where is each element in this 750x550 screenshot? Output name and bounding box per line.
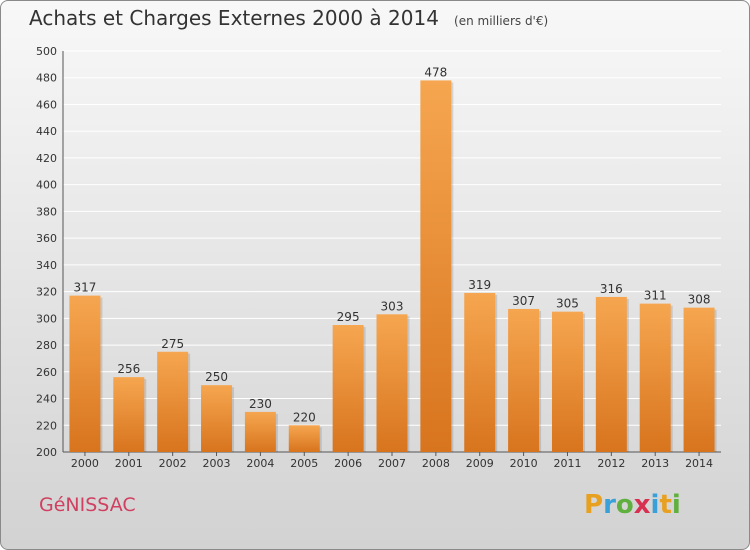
x-tick-label: 2014 (685, 457, 713, 470)
x-tick-label: 2002 (159, 457, 187, 470)
x-tick-label: 2006 (334, 457, 362, 470)
y-tick-label: 360 (36, 232, 57, 245)
x-tick-label: 2003 (203, 457, 231, 470)
y-tick-label: 500 (36, 45, 57, 58)
unit-text: (en milliers d'€) (454, 14, 549, 28)
x-tick-label: 2004 (246, 457, 274, 470)
bar-value-label: 478 (424, 65, 447, 79)
bar-2008 (420, 80, 452, 452)
logo-letter: o (615, 490, 634, 520)
title-text: Achats et Charges Externes 2000 à 2014 (29, 6, 439, 30)
y-tick-label: 400 (36, 179, 57, 192)
bar-value-label: 275 (161, 337, 184, 351)
logo-letter: t (659, 490, 672, 520)
bar-value-label: 295 (337, 310, 360, 324)
x-tick-label: 2005 (290, 457, 318, 470)
bar-value-label: 308 (688, 293, 711, 307)
logo-letter: x (633, 490, 651, 520)
bar-value-label: 256 (117, 362, 140, 376)
commune-name: GéNISSAC (39, 494, 136, 516)
x-tick-label: 2008 (422, 457, 450, 470)
y-tick-label: 460 (36, 98, 57, 111)
y-tick-label: 280 (36, 339, 57, 352)
y-tick-label: 240 (36, 393, 57, 406)
logo-letter: r (603, 490, 616, 520)
bar-2014 (683, 307, 715, 452)
chart-title: Achats et Charges Externes 2000 à 2014 (… (29, 6, 548, 30)
y-tick-label: 220 (36, 419, 57, 432)
bar-2000 (69, 295, 101, 452)
y-tick-label: 440 (36, 125, 57, 138)
bar-2006 (332, 325, 364, 452)
bar-2003 (201, 385, 233, 452)
x-tick-label: 2007 (378, 457, 406, 470)
bar-2004 (244, 411, 276, 452)
y-tick-label: 260 (36, 366, 57, 379)
y-tick-label: 480 (36, 72, 57, 85)
bar-value-label: 311 (644, 289, 667, 303)
bar-2009 (464, 292, 496, 452)
bar-2007 (376, 314, 408, 452)
x-tick-label: 2009 (466, 457, 494, 470)
y-tick-label: 420 (36, 152, 57, 165)
bar-value-label: 317 (73, 281, 96, 295)
bar-value-label: 220 (293, 410, 316, 424)
proxiti-logo: Proxiti (584, 490, 681, 520)
bar-2010 (508, 308, 540, 452)
y-tick-label: 320 (36, 286, 57, 299)
bar-2011 (551, 311, 583, 452)
x-tick-label: 2011 (553, 457, 581, 470)
y-tick-label: 380 (36, 205, 57, 218)
x-tick-label: 2013 (641, 457, 669, 470)
y-tick-label: 300 (36, 312, 57, 325)
logo-letter: i (671, 490, 681, 520)
x-tick-label: 2001 (115, 457, 143, 470)
y-tick-label: 340 (36, 259, 57, 272)
bar-value-label: 307 (512, 294, 535, 308)
bar-value-label: 303 (381, 299, 404, 313)
x-tick-label: 2010 (510, 457, 538, 470)
logo-letter: P (584, 490, 604, 520)
y-tick-label: 200 (36, 446, 57, 459)
bar-2001 (113, 377, 145, 452)
bar-value-label: 230 (249, 397, 272, 411)
x-tick-label: 2012 (597, 457, 625, 470)
bar-value-label: 250 (205, 370, 228, 384)
bar-2012 (595, 296, 627, 452)
bar-value-label: 316 (600, 282, 623, 296)
bar-value-label: 319 (468, 278, 491, 292)
bar-2013 (639, 303, 671, 452)
bar-2005 (288, 425, 320, 452)
bar-value-label: 305 (556, 297, 579, 311)
logo-letter: i (650, 490, 660, 520)
bar-2002 (157, 351, 189, 452)
x-tick-label: 2000 (71, 457, 99, 470)
